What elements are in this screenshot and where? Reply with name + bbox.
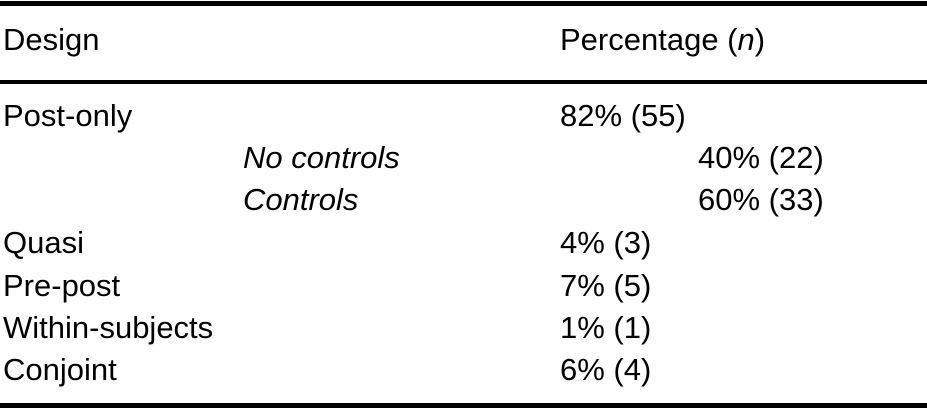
table-row-quasi: Quasi 4% (3) [0, 227, 927, 267]
percentage-header-suffix: ) [754, 22, 766, 57]
row-label: Post-only [3, 98, 133, 133]
table-header-rule [0, 80, 927, 84]
row-label: Within-subjects [3, 310, 214, 345]
row-label: Conjoint [3, 352, 117, 387]
row-label: Quasi [3, 225, 84, 260]
row-label: Controls [243, 182, 359, 217]
row-value: 6% (4) [560, 352, 652, 387]
row-label: Pre-post [3, 268, 121, 303]
table-top-rule [0, 1, 927, 6]
row-value: 82% (55) [560, 98, 686, 133]
table-row-conjoint: Conjoint 6% (4) [0, 354, 927, 394]
percentage-header-n: n [737, 22, 755, 57]
table-row-no-controls: No controls 40% (22) [0, 142, 927, 182]
table-bottom-rule [0, 403, 927, 408]
row-value: 1% (1) [560, 310, 652, 345]
row-label: No controls [243, 140, 400, 175]
column-header-percentage: Percentage (n) [560, 24, 765, 55]
table-row-controls: Controls 60% (33) [0, 184, 927, 224]
row-value: 40% (22) [698, 140, 824, 175]
table-row-within-subjects: Within-subjects 1% (1) [0, 312, 927, 352]
table-header-row: Design Percentage (n) [0, 24, 927, 64]
row-value: 7% (5) [560, 268, 652, 303]
row-value: 4% (3) [560, 225, 652, 260]
table-row-pre-post: Pre-post 7% (5) [0, 270, 927, 310]
row-value: 60% (33) [698, 182, 824, 217]
table-row-post-only: Post-only 82% (55) [0, 100, 927, 140]
percentage-header-prefix: Percentage ( [560, 22, 738, 57]
column-header-design: Design [3, 22, 100, 57]
